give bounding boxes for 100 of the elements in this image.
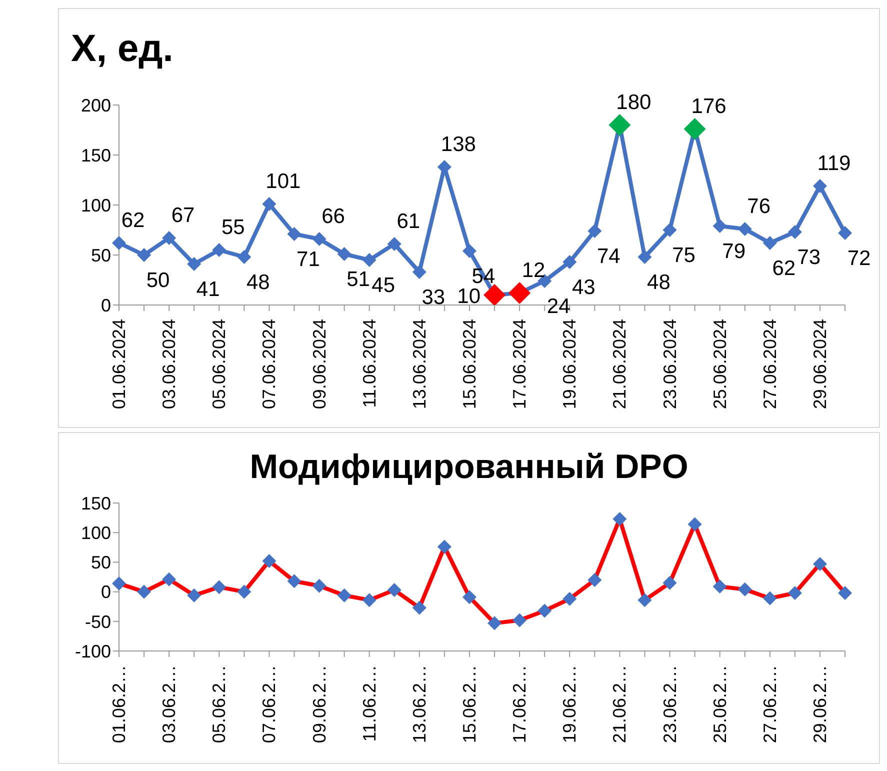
data-label: 48 (246, 271, 270, 294)
point (112, 576, 126, 591)
x-tick-label: 27.06.2… (760, 665, 780, 744)
data-label: 10 (457, 285, 481, 308)
point (387, 583, 402, 598)
point (337, 588, 352, 602)
x-tick-label: 19.06.2… (560, 665, 580, 744)
point (662, 223, 677, 237)
point (838, 226, 852, 240)
data-label: 79 (722, 240, 746, 263)
x-tick-label: 11.06.2024 (359, 319, 380, 408)
x-tick-label: 01.06.2… (109, 665, 129, 744)
data-label: 75 (672, 244, 696, 267)
data-label: 180 (616, 91, 652, 114)
x-tick-label: 23.06.2… (660, 665, 680, 744)
x-tick-label: 03.06.2… (159, 665, 180, 744)
x-tick-label: 05.06.2024 (209, 319, 230, 410)
x-tick-label: 13.06.2024 (409, 319, 430, 410)
data-label: 51 (346, 268, 370, 291)
point (162, 572, 176, 586)
x-tick-label: 29.06.2024 (810, 319, 830, 410)
y-tick-label: 150 (80, 145, 111, 166)
data-label: 61 (396, 210, 420, 233)
point (437, 540, 452, 554)
x-tick-label: 21.06.2… (610, 665, 630, 744)
point (137, 584, 152, 599)
x-tick-label: 07.06.2… (259, 665, 280, 744)
data-label: 74 (596, 245, 621, 268)
point (512, 613, 527, 628)
point (812, 179, 827, 193)
point (112, 236, 126, 250)
point (187, 257, 202, 271)
point (738, 222, 752, 236)
data-label: 45 (372, 274, 396, 297)
x-tick-label: 05.06.2… (209, 665, 230, 744)
y-tick-label: 0 (100, 582, 111, 602)
data-label: 71 (296, 248, 320, 271)
point (337, 247, 352, 261)
x-tick-label: 17.06.2024 (510, 319, 530, 410)
data-label: 138 (440, 133, 476, 156)
point (688, 517, 702, 532)
chart-title: Модифицированный DPO (248, 447, 690, 488)
x-tick-label: 29.06.2… (810, 665, 830, 744)
data-label: 24 (546, 295, 571, 318)
x-tick-label: 03.06.2024 (159, 319, 180, 410)
data-label: 43 (572, 276, 596, 299)
point (137, 248, 152, 262)
y-tick-label: -100 (74, 641, 111, 662)
x-tick-label: 09.06.2… (309, 665, 330, 744)
y-tick-label: 0 (100, 295, 111, 316)
point (387, 237, 402, 251)
point (738, 582, 752, 596)
point (312, 578, 326, 593)
y-tick-label: 200 (80, 95, 111, 116)
data-label: 101 (266, 170, 301, 193)
point (412, 600, 426, 615)
point (287, 574, 302, 588)
point (162, 231, 176, 245)
y-tick-label: 50 (90, 245, 111, 266)
point (838, 586, 852, 600)
point (638, 593, 652, 608)
x-tick-label: 11.06.2… (359, 665, 380, 742)
point (712, 579, 727, 594)
point (312, 232, 326, 246)
x-tick-label: 13.06.2… (409, 665, 430, 744)
chart-title: X, ед. (70, 27, 174, 72)
data-label: 12 (522, 259, 546, 282)
x-tick-label: 17.06.2… (510, 665, 530, 744)
x-tick-label: 21.06.2024 (610, 319, 630, 410)
point (362, 253, 376, 267)
data-label: 50 (146, 269, 170, 292)
data-label: 62 (772, 257, 796, 280)
data-label: 33 (422, 286, 446, 309)
data-label: 62 (121, 209, 145, 232)
point (638, 250, 652, 264)
point (788, 586, 802, 600)
point (187, 588, 202, 602)
data-label: 66 (322, 205, 345, 228)
x-tick-label: 09.06.2024 (309, 319, 330, 410)
x-tick-label: 01.06.2024 (109, 319, 129, 410)
point (762, 236, 777, 250)
point (712, 219, 727, 233)
point (287, 227, 302, 241)
data-label: 67 (171, 204, 195, 227)
point (237, 250, 252, 264)
x-tick-label: 27.06.2024 (760, 319, 780, 410)
y-tick-label: 100 (80, 195, 111, 216)
data-label: 72 (847, 247, 871, 270)
point (462, 590, 476, 604)
y-tick-label: 50 (90, 552, 111, 573)
data-label: 176 (691, 95, 726, 118)
x-tick-label: 15.06.2… (459, 665, 480, 744)
data-label: 48 (647, 271, 670, 294)
x-tick-label: 19.06.2024 (560, 319, 580, 410)
point (588, 224, 602, 238)
x-tick-label: 07.06.2024 (259, 319, 280, 410)
point (788, 225, 802, 239)
point (588, 572, 602, 587)
point (262, 197, 276, 211)
point (562, 255, 577, 269)
